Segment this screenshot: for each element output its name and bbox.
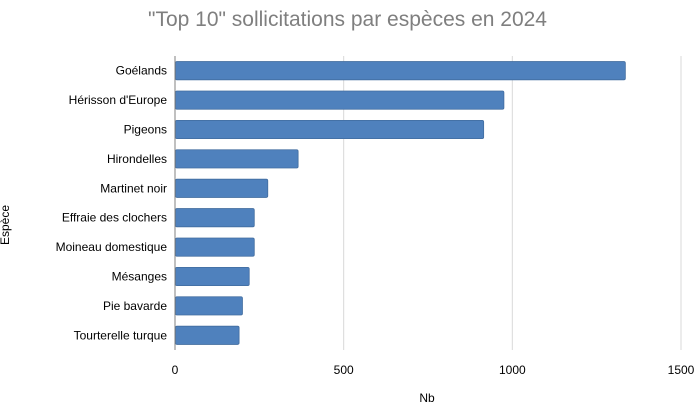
category-label: Hirondelles — [107, 152, 167, 166]
category-label: Hérisson d'Europe — [69, 93, 168, 107]
bars — [175, 61, 626, 345]
category-label: Pigeons — [124, 123, 167, 137]
bar-2 — [175, 119, 485, 140]
bar-1 — [175, 90, 505, 110]
x-axis-label: Nb — [419, 391, 435, 405]
bar-0 — [175, 61, 626, 81]
category-label: Pie bavarde — [103, 299, 167, 313]
category-label: Tourterelle turque — [74, 328, 168, 342]
bar-7 — [175, 266, 250, 287]
x-tick-label: 1000 — [499, 363, 526, 377]
bar-6 — [175, 237, 255, 257]
bar-9 — [175, 325, 240, 345]
chart-title: "Top 10" sollicitations par espèces en 2… — [148, 8, 547, 31]
labels: 0 500 1000 1500 Goélands Hérisson d'Europe Pig… — [56, 64, 695, 377]
x-tick-label: 0 — [172, 363, 179, 377]
x-tick-label: 500 — [334, 363, 354, 377]
category-label: Goélands — [116, 64, 167, 78]
bar-5 — [175, 208, 255, 228]
bar-8 — [175, 296, 243, 316]
x-tick-label: 1500 — [668, 363, 695, 377]
category-label: Moineau domestique — [56, 240, 168, 254]
bar-3 — [175, 149, 299, 169]
bar-4 — [175, 178, 269, 198]
category-label: Effraie des clochers — [62, 211, 167, 225]
category-label: Mésanges — [112, 270, 167, 284]
category-label: Martinet noir — [100, 181, 167, 195]
